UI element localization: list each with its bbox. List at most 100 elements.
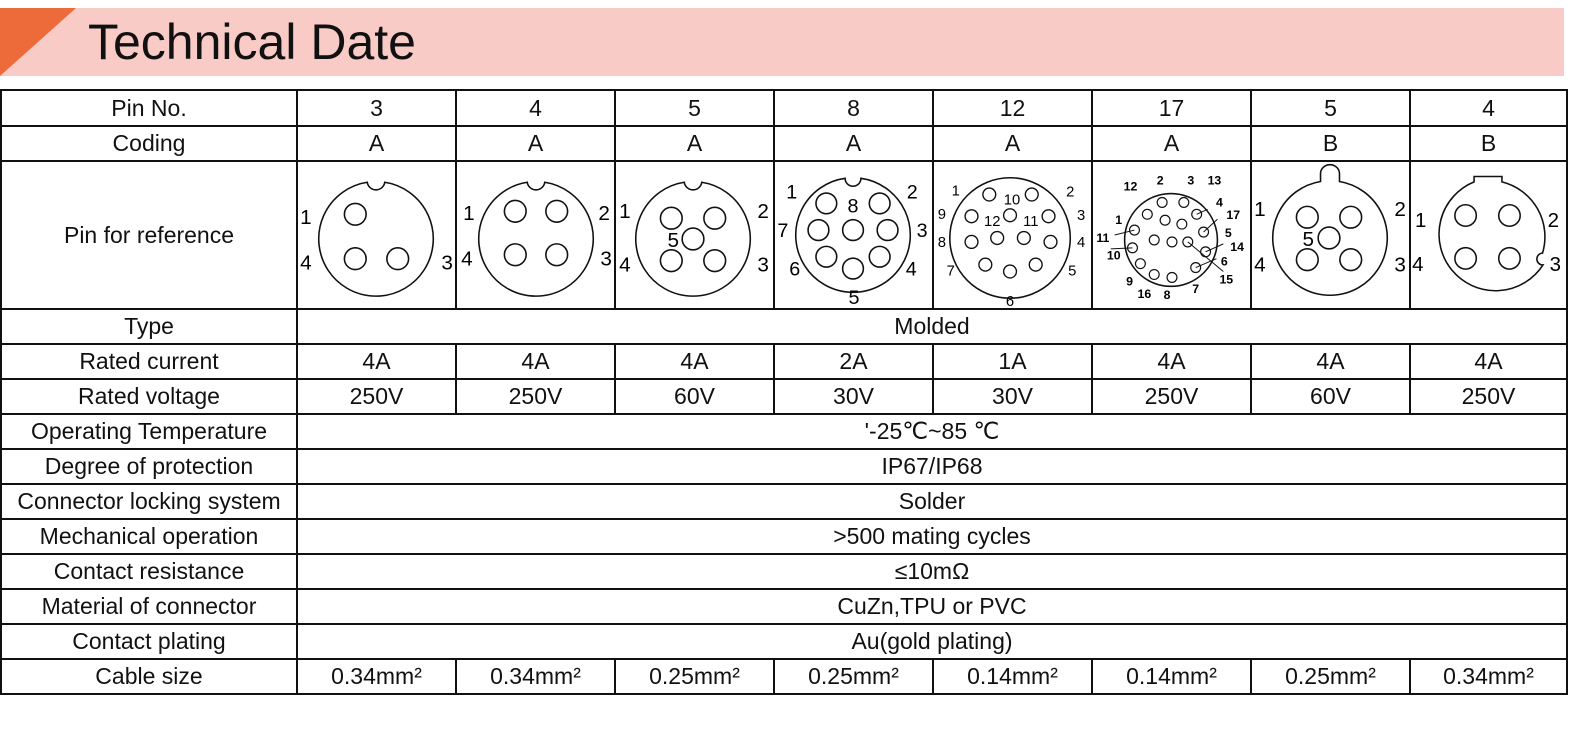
pin-label: 5 bbox=[1068, 263, 1076, 279]
pin-contact bbox=[1024, 187, 1039, 202]
pin-diagram-12-a: 1 10 2 9 12 11 3 8 4 7 5 6 bbox=[932, 160, 1093, 310]
pin-contact bbox=[659, 249, 683, 273]
pin-contact bbox=[1134, 258, 1146, 270]
row-pin-no: Pin No. 3 4 5 8 12 17 5 4 bbox=[0, 89, 1568, 127]
pin-contact bbox=[815, 192, 838, 215]
coding-cell: A bbox=[773, 125, 934, 162]
cable-size-cell: 0.25mm² bbox=[1250, 658, 1411, 695]
pin-contact bbox=[1166, 236, 1178, 248]
rated-voltage-cell: 60V bbox=[1250, 378, 1411, 415]
cable-size-cell: 0.25mm² bbox=[614, 658, 775, 695]
pin-contact bbox=[990, 230, 1005, 246]
pin-label: 11 bbox=[1096, 231, 1109, 245]
pin-diagram-4-a: 1 2 4 3 bbox=[455, 160, 616, 310]
rated-current-cell: 4A bbox=[1409, 343, 1568, 380]
pin-label: 2 bbox=[1548, 209, 1559, 232]
rated-voltage-cell: 250V bbox=[1091, 378, 1252, 415]
rated-current-cell: 4A bbox=[1091, 343, 1252, 380]
pin-contact bbox=[1159, 214, 1171, 226]
row-contact-plating: Contact plating Au(gold plating) bbox=[0, 623, 1568, 660]
pin-contact bbox=[1497, 246, 1521, 270]
pin-label: 1 bbox=[1115, 213, 1122, 227]
contact-resistance-value: ≤10mΩ bbox=[296, 553, 1568, 590]
pin-contact bbox=[1198, 226, 1210, 238]
pin-label: 4 bbox=[1412, 253, 1423, 276]
degree-protection-value: IP67/IP68 bbox=[296, 448, 1568, 485]
connector-outline bbox=[477, 181, 595, 297]
coding-cell: A bbox=[614, 125, 775, 162]
pin-contact bbox=[876, 218, 899, 242]
pin-label: 12 bbox=[984, 214, 1000, 230]
pin-contact bbox=[964, 234, 979, 250]
rated-voltage-cell: 60V bbox=[614, 378, 775, 415]
pin-label: 2 bbox=[1394, 198, 1406, 221]
title-banner bbox=[0, 8, 1564, 76]
pin-label: 2 bbox=[1157, 174, 1164, 188]
cable-size-cell: 0.14mm² bbox=[1091, 658, 1252, 695]
pin-label: 9 bbox=[1126, 274, 1133, 288]
row-locking-system: Connector locking system Solder bbox=[0, 483, 1568, 520]
pin-contact bbox=[343, 247, 367, 271]
pin-label: 9 bbox=[938, 207, 946, 223]
pin-label: 4 bbox=[1077, 235, 1085, 251]
row-cable-size: Cable size 0.34mm² 0.34mm² 0.25mm² 0.25m… bbox=[0, 658, 1568, 695]
pin-contact bbox=[545, 243, 569, 267]
rated-voltage-cell: 250V bbox=[296, 378, 457, 415]
pin-contact bbox=[868, 192, 891, 215]
pin-label: 3 bbox=[757, 254, 769, 277]
pin-label: 10 bbox=[1107, 249, 1121, 263]
pin-label: 3 bbox=[1550, 253, 1561, 276]
pin-label: 11 bbox=[1023, 214, 1038, 230]
pin-contact bbox=[1191, 208, 1203, 220]
pin-label: 12 bbox=[1124, 180, 1138, 194]
locking-system-value: Solder bbox=[296, 483, 1568, 520]
pin-contact bbox=[1182, 236, 1194, 248]
pin-contact bbox=[1295, 205, 1319, 229]
pin-label: 5 bbox=[1303, 228, 1315, 251]
pin-label: 4 bbox=[1254, 254, 1266, 277]
rated-current-cell: 4A bbox=[1250, 343, 1411, 380]
pin-label: 1 bbox=[786, 181, 797, 203]
pin-no-cell: 5 bbox=[614, 89, 775, 127]
pin-label: 1 bbox=[619, 200, 631, 223]
pin-no-cell: 4 bbox=[455, 89, 616, 127]
page-title: Technical Date bbox=[88, 14, 416, 70]
mechanical-operation-value: >500 mating cycles bbox=[296, 518, 1568, 555]
row-label: Rated current bbox=[0, 343, 298, 380]
pin-no-cell: 12 bbox=[932, 89, 1093, 127]
pin-contact bbox=[978, 257, 993, 272]
row-label: Rated voltage bbox=[0, 378, 298, 415]
pin-label: 3 bbox=[441, 252, 453, 275]
pin-label: 3 bbox=[1394, 254, 1406, 277]
connector-outline bbox=[1438, 175, 1546, 292]
pin-contact bbox=[807, 218, 830, 242]
pin-label: 4 bbox=[300, 252, 312, 275]
pin-contact bbox=[1148, 234, 1160, 246]
pin-label: 8 bbox=[848, 195, 859, 217]
rated-current-cell: 4A bbox=[614, 343, 775, 380]
pin-label: 7 bbox=[777, 220, 788, 242]
pin-contact bbox=[545, 199, 569, 223]
row-coding: Coding A A A A A A B B bbox=[0, 125, 1568, 162]
row-rated-current: Rated current 4A 4A 4A 2A 1A 4A 4A 4A bbox=[0, 343, 1568, 380]
pin-contact bbox=[841, 218, 865, 242]
pin-no-cell: 17 bbox=[1091, 89, 1252, 127]
pin-contact bbox=[1339, 248, 1363, 272]
pin-label: 3 bbox=[917, 220, 928, 242]
pin-label: 14 bbox=[1230, 240, 1244, 254]
coding-cell: B bbox=[1250, 125, 1411, 162]
pin-contact bbox=[1190, 262, 1202, 274]
connector-outline bbox=[1123, 192, 1219, 288]
connector-outline bbox=[949, 176, 1072, 299]
row-label: Contact plating bbox=[0, 623, 298, 660]
pin-label: 1 bbox=[1254, 198, 1266, 221]
connector-outline bbox=[794, 177, 912, 294]
pin-contact bbox=[1128, 224, 1141, 236]
row-label: Material of connector bbox=[0, 588, 298, 625]
row-label: Degree of protection bbox=[0, 448, 298, 485]
pin-label: 1 bbox=[1415, 209, 1426, 232]
pin-label: 4 bbox=[619, 254, 631, 277]
pin-contact bbox=[964, 209, 979, 224]
row-operating-temperature: Operating Temperature '-25℃~85 ℃ bbox=[0, 413, 1568, 450]
pin-contact bbox=[1454, 246, 1478, 270]
